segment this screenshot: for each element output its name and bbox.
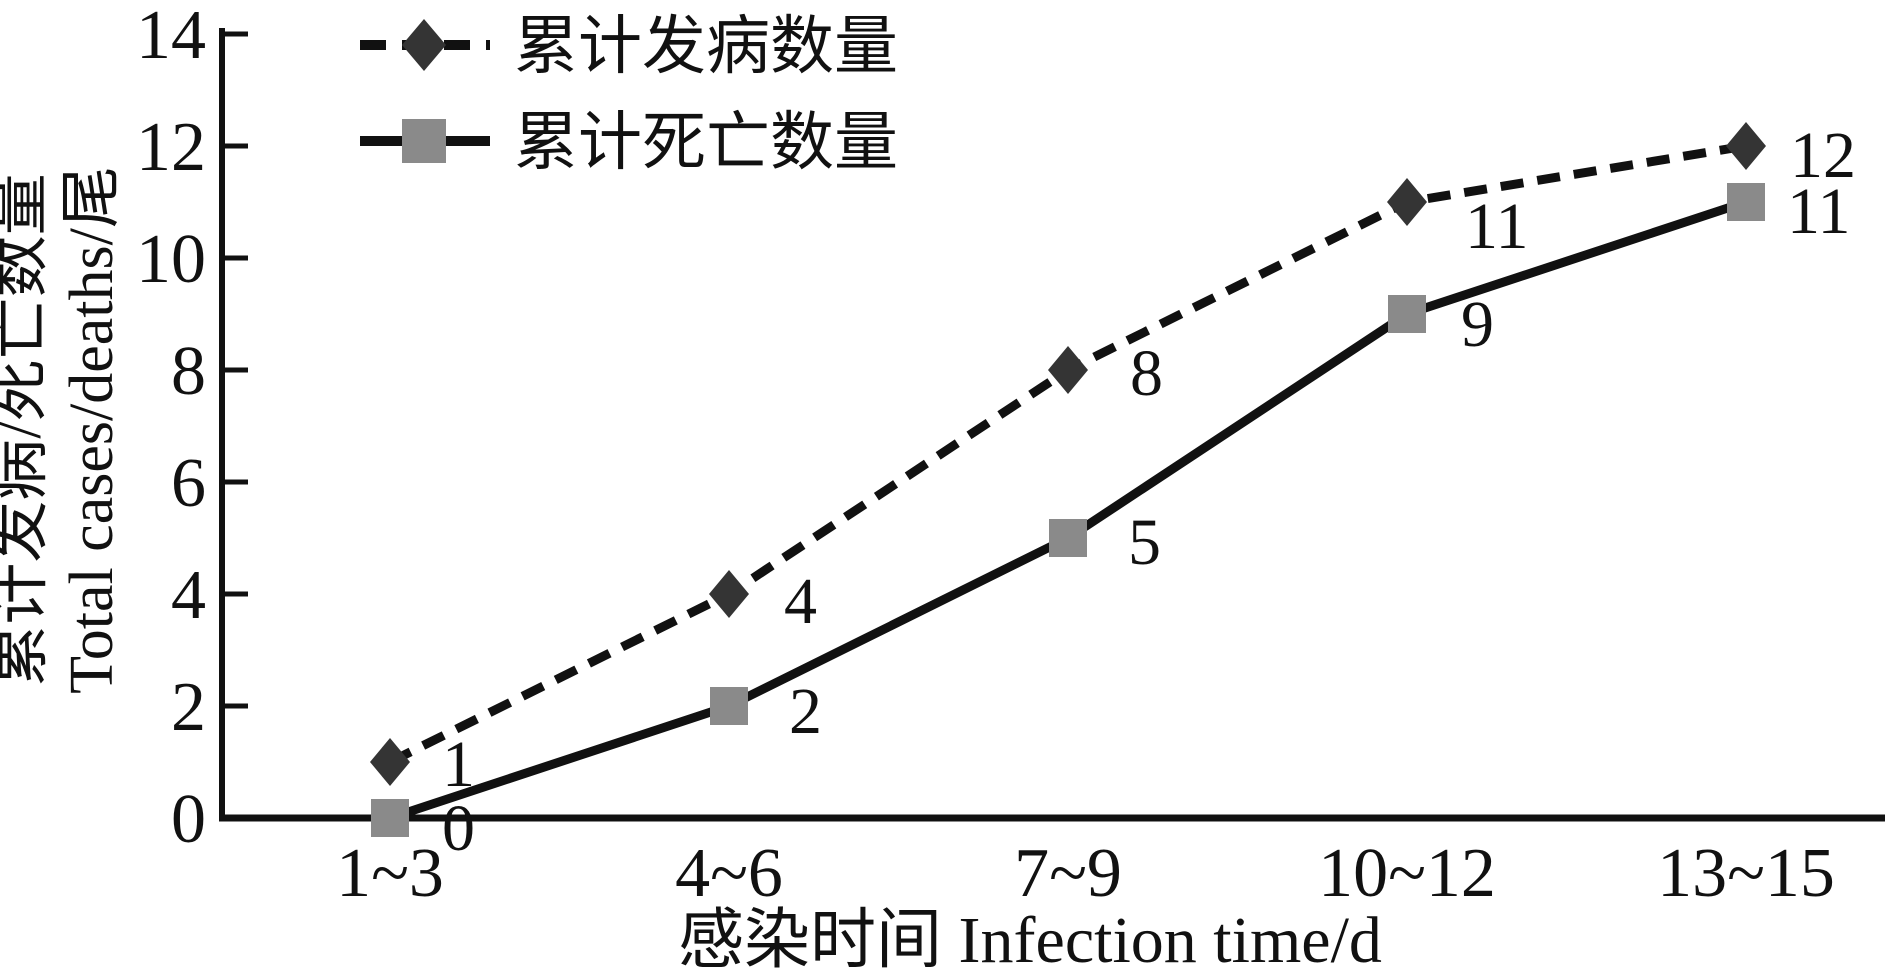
- x-tick-label: 4~6: [675, 835, 783, 912]
- diamond-marker: [1726, 122, 1766, 170]
- y-tick-label: 14: [136, 0, 206, 74]
- square-marker: [1388, 295, 1426, 333]
- point-value-label: 2: [789, 675, 822, 748]
- legend-item-deaths: 累计死亡数量: [360, 107, 898, 178]
- y-ticks: 0 2 4 6 8 10 12 14: [136, 0, 248, 858]
- legend-label: 累计死亡数量: [514, 107, 898, 178]
- x-axis-title: 感染时间 Infection time/d: [678, 904, 1382, 975]
- square-marker: [371, 799, 409, 837]
- series-line: [388, 197, 1748, 823]
- legend-square-marker: [402, 119, 446, 163]
- legend-item-cases: 累计发病数量: [360, 11, 898, 82]
- square-marker: [1049, 519, 1087, 557]
- point-value-label: 11: [1787, 175, 1851, 248]
- legend-diamond-marker: [402, 19, 446, 71]
- y-tick-label: 2: [171, 669, 206, 746]
- square-marker: [710, 687, 748, 725]
- point-value-label: 12: [1790, 119, 1856, 192]
- point-value-label: 11: [1465, 190, 1529, 263]
- y-axis-title-line2: Total cases/deaths/尾: [58, 166, 126, 694]
- point-value-label: 5: [1128, 506, 1161, 579]
- series-deaths: 0 2 5 9 11: [371, 175, 1851, 865]
- x-tick-label: 1~3: [336, 835, 444, 912]
- y-tick-label: 6: [171, 445, 206, 522]
- x-tick-label: 10~12: [1318, 835, 1496, 912]
- y-tick-label: 4: [171, 557, 206, 634]
- legend-label: 累计发病数量: [514, 11, 898, 82]
- diamond-marker: [370, 738, 410, 786]
- x-tick-label: 7~9: [1014, 835, 1122, 912]
- point-value-label: 9: [1461, 288, 1494, 361]
- y-axis-title-line1: 累计发病/死亡数量: [0, 173, 54, 686]
- x-tick-labels: 1~3 4~6 7~9 10~12 13~15: [336, 835, 1835, 912]
- point-value-label: 8: [1130, 337, 1163, 410]
- square-marker: [1727, 183, 1765, 221]
- point-value-label: 0: [442, 792, 475, 865]
- y-tick-label: 10: [136, 221, 206, 298]
- x-tick-label: 13~15: [1657, 835, 1835, 912]
- y-tick-label: 8: [171, 333, 206, 410]
- diamond-marker: [709, 570, 749, 618]
- y-tick-label: 12: [136, 109, 206, 186]
- point-value-label: 4: [784, 565, 817, 638]
- axes: [219, 28, 1885, 822]
- series-line: [388, 141, 1747, 767]
- diamond-marker: [1387, 178, 1427, 226]
- diamond-marker: [1048, 346, 1088, 394]
- y-tick-label: 0: [171, 781, 206, 858]
